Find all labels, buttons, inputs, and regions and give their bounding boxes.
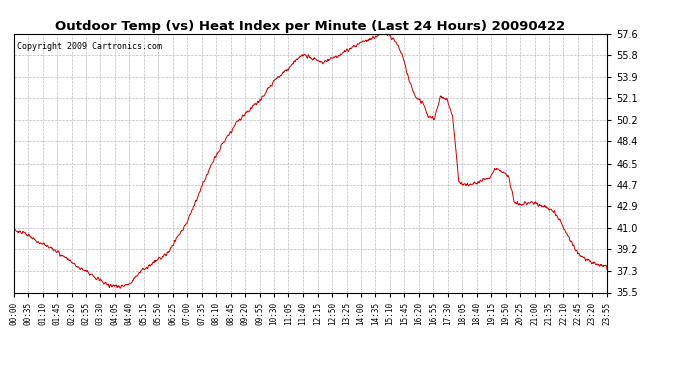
Text: Copyright 2009 Cartronics.com: Copyright 2009 Cartronics.com bbox=[17, 42, 161, 51]
Title: Outdoor Temp (vs) Heat Index per Minute (Last 24 Hours) 20090422: Outdoor Temp (vs) Heat Index per Minute … bbox=[55, 20, 566, 33]
